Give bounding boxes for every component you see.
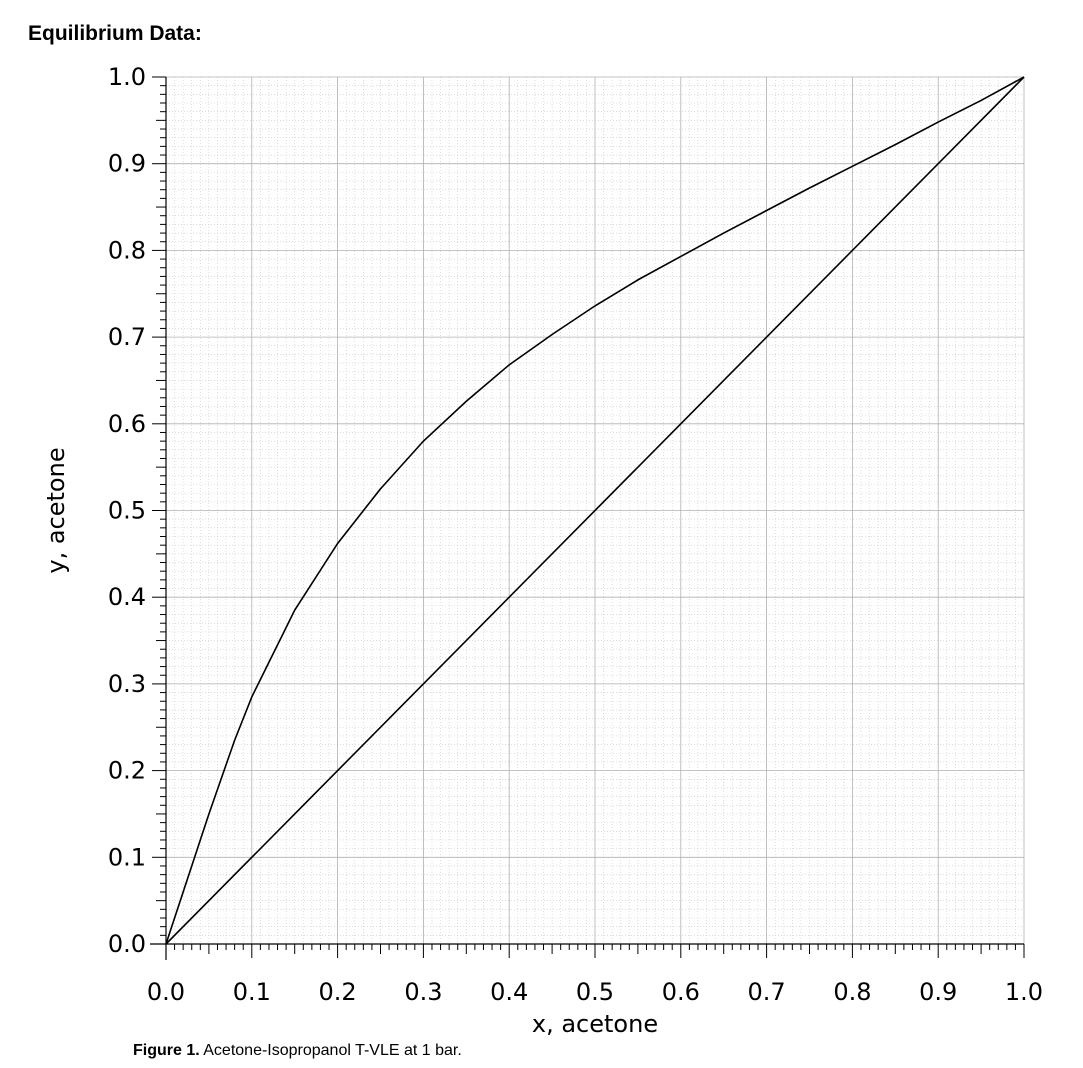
caption-prefix: Figure 1. (133, 1042, 200, 1059)
tick-labels: 0.0 0.1 0.2 0.3 0.4 0.5 0.6 0.7 0.8 0.9 1.0 0.0 0.1 0… (108, 63, 1043, 1006)
diagonal-line (165, 76, 1025, 945)
caption-text: Acetone-Isopropanol T-VLE at 1 bar. (199, 1042, 462, 1059)
y-tick-label: 0.8 (108, 236, 146, 264)
y-tick-label: 0.0 (108, 930, 146, 958)
x-tick-label: 0.4 (490, 978, 528, 1006)
y-tick-label: 0.2 (108, 757, 146, 785)
major-grid (166, 76, 1025, 944)
x-tick-label: 0.9 (919, 978, 957, 1006)
y-tick-label: 0.6 (108, 410, 146, 438)
y-tick-label: 0.1 (108, 843, 146, 871)
series-group (165, 76, 1025, 945)
x-tick-label: 0.8 (833, 978, 871, 1006)
y-tick-label: 0.7 (108, 323, 146, 351)
y-tick-label: 0.4 (108, 583, 146, 611)
x-tick-label: 0.3 (404, 978, 442, 1006)
x-tick-label: 0.6 (662, 978, 700, 1006)
y-tick-label: 0.3 (108, 670, 146, 698)
page-heading: Equilibrium Data: (28, 22, 202, 45)
x-tick-label: 0.2 (319, 978, 357, 1006)
equilibrium-curve-line (165, 76, 1025, 945)
x-tick-label: 0.0 (147, 978, 185, 1006)
figure-caption: Figure 1. Acetone-Isopropanol T-VLE at 1… (133, 1042, 462, 1060)
y-tick-label: 1.0 (108, 63, 146, 91)
x-tick-label: 0.1 (233, 978, 271, 1006)
x-tick-label: 0.7 (748, 978, 786, 1006)
x-tick-label: 0.5 (576, 978, 614, 1006)
y-tick-label: 0.9 (108, 150, 146, 178)
y-axis-label: y, acetone (42, 447, 70, 573)
x-axis-label: x, acetone (532, 1010, 658, 1038)
y-tick-label: 0.5 (108, 497, 146, 525)
axes (150, 76, 1025, 960)
x-tick-label: 1.0 (1005, 978, 1043, 1006)
